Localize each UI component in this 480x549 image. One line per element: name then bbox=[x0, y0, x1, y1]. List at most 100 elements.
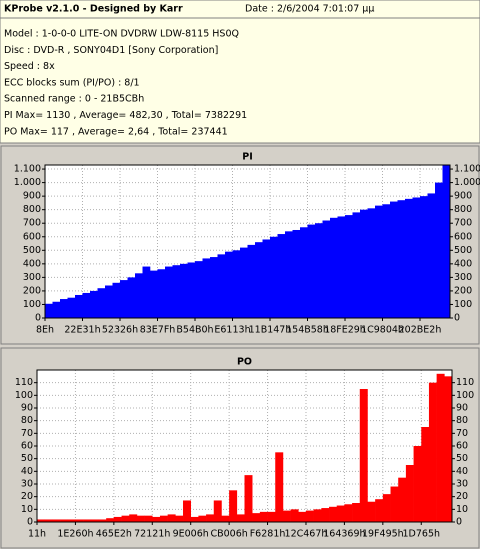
bar bbox=[267, 511, 276, 522]
bar bbox=[229, 490, 238, 522]
bar bbox=[240, 247, 248, 318]
y2-tick-label: 200 bbox=[454, 285, 472, 296]
bar bbox=[360, 209, 368, 318]
bar bbox=[313, 509, 322, 522]
y2-tick-label: 20 bbox=[456, 491, 468, 502]
bar bbox=[367, 501, 376, 522]
bar bbox=[322, 220, 331, 318]
bar bbox=[142, 266, 151, 318]
info-line: Scanned range : 0 - 21B5CBh bbox=[4, 94, 144, 105]
y-tick-label: 60 bbox=[21, 441, 33, 452]
bar bbox=[300, 227, 308, 318]
bar bbox=[442, 165, 451, 318]
y-tick-label: 700 bbox=[23, 218, 41, 229]
bar bbox=[60, 299, 68, 318]
bar bbox=[420, 196, 428, 318]
x-tick-label: 83E7Fh bbox=[140, 325, 176, 336]
x-tick-label: 1D765h bbox=[403, 529, 441, 540]
info-line: Disc : DVD-R , SONY04D1 [Sony Corporatio… bbox=[4, 45, 218, 56]
bar bbox=[337, 216, 346, 318]
x-tick-label: 1C9804h bbox=[361, 325, 404, 336]
bar bbox=[106, 518, 115, 522]
bar bbox=[390, 486, 399, 522]
x-tick-label: F6281h bbox=[250, 529, 286, 540]
bar bbox=[157, 269, 166, 318]
bar bbox=[165, 266, 173, 318]
x-tick-label: 52326h bbox=[102, 325, 138, 336]
bar bbox=[307, 224, 316, 318]
y-tick-label: 110 bbox=[15, 377, 33, 388]
bar bbox=[336, 505, 345, 522]
bar bbox=[112, 282, 121, 318]
y2-tick-label: 300 bbox=[454, 272, 472, 283]
bar bbox=[206, 514, 215, 522]
bar bbox=[202, 258, 211, 318]
bar bbox=[435, 182, 443, 318]
y-tick-label: 70 bbox=[21, 428, 33, 439]
bar bbox=[305, 510, 314, 522]
bar bbox=[330, 217, 338, 318]
bar bbox=[172, 265, 181, 318]
y2-tick-label: 800 bbox=[454, 204, 472, 215]
bar bbox=[382, 494, 391, 522]
y2-tick-label: 1.100 bbox=[454, 164, 480, 175]
x-tick-label: 202BE2h bbox=[399, 325, 442, 336]
bar bbox=[121, 515, 130, 522]
bar bbox=[405, 465, 414, 522]
bar bbox=[120, 280, 128, 318]
bar bbox=[285, 231, 293, 318]
bar bbox=[247, 244, 256, 318]
bar bbox=[198, 515, 207, 522]
bar bbox=[98, 519, 107, 522]
bar bbox=[129, 514, 138, 522]
bar bbox=[75, 294, 83, 318]
plot-frame bbox=[44, 164, 451, 319]
bar bbox=[83, 519, 92, 522]
y-tick-label: 1.100 bbox=[14, 164, 41, 175]
x-tick-label: 164369h bbox=[323, 529, 365, 540]
bar bbox=[75, 519, 84, 522]
y2-tick-label: 60 bbox=[456, 441, 468, 452]
app-title: KProbe v2.1.0 - Designed by Karr bbox=[4, 4, 183, 15]
y2-tick-label: 0 bbox=[456, 517, 462, 528]
x-tick-label: 154B58h bbox=[286, 325, 329, 336]
bar bbox=[195, 261, 203, 318]
x-tick-label: 465E2h bbox=[96, 529, 132, 540]
bar bbox=[405, 198, 413, 318]
bar bbox=[90, 519, 99, 522]
bar bbox=[150, 270, 158, 318]
y2-tick-label: 110 bbox=[456, 377, 474, 388]
bar bbox=[180, 263, 188, 318]
y2-tick-label: 30 bbox=[456, 479, 468, 490]
y-tick-label: 500 bbox=[23, 245, 41, 256]
plot-frame bbox=[36, 369, 453, 523]
bar bbox=[390, 201, 398, 318]
bar bbox=[427, 193, 436, 318]
bar bbox=[167, 514, 176, 522]
bar bbox=[44, 519, 53, 522]
bar bbox=[292, 229, 301, 318]
x-tick-label: 22E31h bbox=[64, 325, 100, 336]
info-line: PI Max= 1130 , Average= 482,30 , Total= … bbox=[4, 110, 247, 121]
bar bbox=[375, 499, 384, 522]
y-tick-label: 600 bbox=[23, 231, 41, 242]
info-line: Model : 1-0-0-0 LITE-ON DVDRW LDW-8115 H… bbox=[4, 29, 239, 40]
bar bbox=[352, 503, 361, 522]
bar bbox=[413, 446, 422, 522]
y2-tick-label: 100 bbox=[454, 299, 472, 310]
bar bbox=[275, 452, 284, 522]
bar bbox=[329, 506, 338, 522]
bar bbox=[67, 519, 76, 522]
y-tick-label: 900 bbox=[23, 191, 41, 202]
y2-tick-label: 100 bbox=[456, 390, 474, 401]
bar bbox=[282, 510, 291, 522]
bar bbox=[159, 515, 168, 522]
y2-tick-label: 700 bbox=[454, 218, 472, 229]
bar bbox=[236, 514, 245, 522]
y2-tick-label: 10 bbox=[456, 504, 468, 515]
y-tick-label: 0 bbox=[27, 517, 33, 528]
bar bbox=[345, 215, 353, 318]
bar bbox=[436, 373, 445, 522]
bar bbox=[217, 254, 226, 318]
y-tick-label: 400 bbox=[23, 258, 41, 269]
